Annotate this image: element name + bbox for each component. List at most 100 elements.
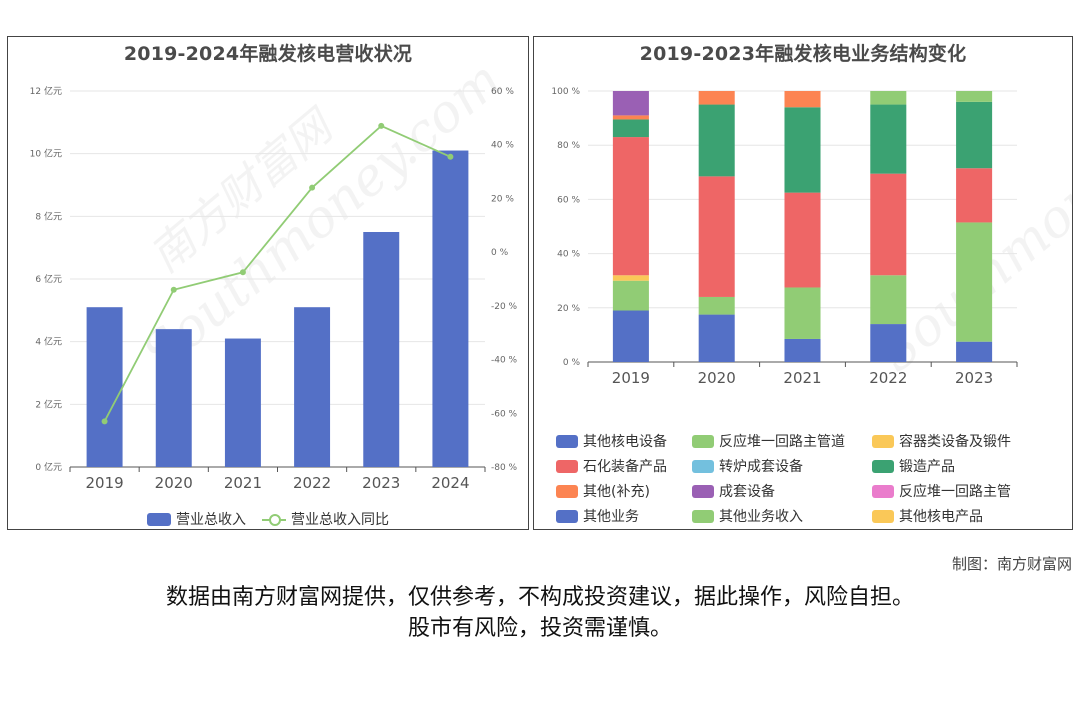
legend-swatch-icon [872, 509, 894, 523]
revenue-chart-svg: 0 亿元 2 亿元 4 亿元 6 亿元 8 亿元 10 亿元 12 亿元 -80 % -60 %… [30, 85, 518, 492]
revenue-chart-panel: Southmoney.com 南方财富网 2019-2024年融发核电营收状况 … [7, 36, 529, 530]
stack-segment [698, 176, 735, 297]
disclaimer: 数据由南方财富网提供，仅供参考，不构成投资建议，据此操作，风险自担。 股市有风险… [0, 582, 1080, 644]
revenue-bar [432, 150, 469, 467]
yoy-point [447, 153, 454, 160]
stack-segment [870, 104, 907, 174]
yoy-point [378, 122, 385, 129]
legend-item[interactable]: 容器类设备及锻件 [872, 431, 1011, 451]
stack-segment [784, 107, 821, 193]
y-right-tick-label: -60 % [491, 409, 518, 419]
x-tick-label: 2024 [431, 474, 469, 492]
y-tick-label: 80 % [557, 141, 580, 151]
disclaimer-line-2: 股市有风险，投资需谨慎。 [407, 616, 672, 641]
legend-label: 其他业务 [583, 509, 639, 525]
legend-item[interactable]: 转炉成套设备 [692, 456, 803, 476]
stack-segment [698, 91, 735, 105]
y-right-tick-label: -20 % [491, 302, 518, 312]
legend-item[interactable]: 成套设备 [692, 481, 775, 501]
y-left-tick-label: 8 亿元 [35, 210, 62, 222]
yoy-point [101, 418, 108, 425]
legend-swatch-icon [556, 434, 578, 448]
legend-label: 反应堆一回路主管 [899, 484, 1011, 500]
legend-item[interactable]: 其他业务收入 [692, 506, 803, 526]
stack-segment [870, 275, 907, 325]
yoy-point [170, 286, 177, 293]
legend-item[interactable]: 锻造产品 [872, 456, 955, 476]
legend-swatch-icon [692, 509, 714, 523]
business-structure-panel: Southmoney.com 2019-2023年融发核电业务结构变化 0 %2… [533, 36, 1073, 530]
legend-swatch-icon [692, 459, 714, 473]
legend-label: 其他(补充) [583, 484, 650, 500]
legend-label: 转炉成套设备 [719, 459, 803, 475]
legend-item[interactable]: 反应堆一回路主管 [872, 481, 1011, 501]
chart-credit: 制图：南方财富网 [951, 555, 1072, 573]
stack-segment [612, 137, 649, 276]
x-tick-label: 2019 [85, 474, 123, 492]
legend-swatch-icon [556, 459, 578, 473]
x-tick-label: 2020 [698, 369, 736, 387]
stack-segment [956, 91, 993, 102]
stack-segment [784, 338, 821, 362]
legend-item-yoy[interactable]: 营业总收入同比 [262, 509, 389, 529]
stack-segment [870, 173, 907, 276]
y-left-tick-label: 0 亿元 [35, 461, 62, 473]
y-right-tick-label: 0 % [491, 248, 509, 258]
y-tick-label: 100 % [551, 87, 580, 97]
stack-segment [956, 168, 993, 223]
y-right-tick-label: 60 % [491, 87, 514, 97]
stack-segment [698, 314, 735, 362]
revenue-bar [155, 329, 192, 467]
revenue-bar [224, 338, 261, 467]
legend-label: 锻造产品 [899, 459, 955, 475]
y-left-tick-label: 2 亿元 [35, 398, 62, 410]
line-swatch-icon [262, 513, 286, 526]
stack-segment [956, 222, 993, 342]
legend-item-revenue[interactable]: 营业总收入 [147, 509, 246, 529]
revenue-bar [363, 232, 400, 467]
legend-item[interactable]: 其他核电设备 [556, 431, 667, 451]
legend-swatch-icon [872, 484, 894, 498]
legend-swatch-icon [556, 484, 578, 498]
stack-segment [612, 275, 649, 281]
x-tick-label: 2022 [869, 369, 907, 387]
legend-item[interactable]: 反应堆一回路主管道 [692, 431, 845, 451]
stack-segment [956, 341, 993, 362]
stack-segment [612, 280, 649, 311]
stack-segment [870, 324, 907, 362]
revenue-bar [86, 307, 123, 467]
legend-label-yoy: 营业总收入同比 [291, 512, 389, 528]
yoy-point [239, 269, 246, 276]
legend-item[interactable]: 其他(补充) [556, 481, 650, 501]
y-right-tick-label: -40 % [491, 356, 518, 366]
stack-segment [612, 91, 649, 116]
legend-label-revenue: 营业总收入 [176, 512, 246, 528]
stack-segment [698, 104, 735, 177]
legend-label: 成套设备 [719, 484, 775, 500]
y-right-tick-label: 20 % [491, 194, 514, 204]
y-right-tick-label: 40 % [491, 141, 514, 151]
yoy-point [309, 184, 316, 191]
structure-chart-title: 2019-2023年融发核电业务结构变化 [639, 43, 967, 65]
stack-segment [612, 310, 649, 362]
legend-label: 其他核电产品 [899, 509, 983, 525]
x-tick-label: 2022 [293, 474, 331, 492]
y-tick-label: 20 % [557, 304, 580, 314]
legend-label: 其他业务收入 [719, 509, 803, 525]
revenue-bar [294, 307, 331, 467]
legend-swatch-icon [872, 434, 894, 448]
legend-swatch-icon [692, 434, 714, 448]
x-tick-label: 2023 [362, 474, 400, 492]
stack-segment [784, 91, 821, 108]
legend-item[interactable]: 其他核电产品 [872, 506, 983, 526]
disclaimer-line-1: 数据由南方财富网提供，仅供参考，不构成投资建议，据此操作，风险自担。 [165, 585, 914, 610]
legend-item[interactable]: 石化装备产品 [556, 456, 667, 476]
y-right-tick-label: -80 % [491, 463, 518, 473]
y-tick-label: 40 % [557, 250, 580, 260]
y-tick-label: 60 % [557, 195, 580, 205]
legend-item[interactable]: 其他业务 [556, 506, 639, 526]
legend-swatch-icon [692, 484, 714, 498]
legend-swatch-icon [556, 509, 578, 523]
legend-swatch-icon [872, 459, 894, 473]
y-left-tick-label: 6 亿元 [35, 273, 62, 285]
